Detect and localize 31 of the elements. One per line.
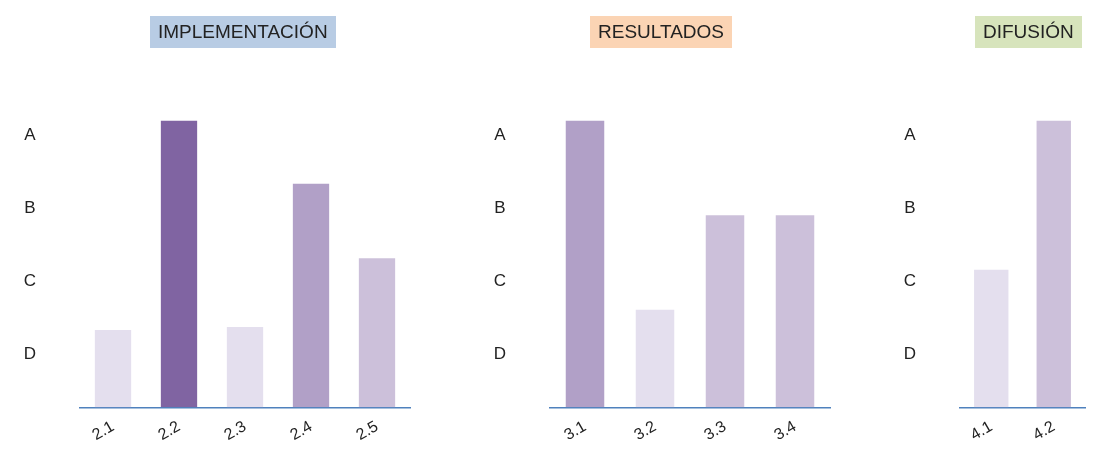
x-tick-label: 3.3 <box>700 417 729 444</box>
x-tick-label: 2.3 <box>220 417 249 444</box>
text: D <box>903 344 917 364</box>
x-tick-label: 3.1 <box>560 417 589 444</box>
text: C <box>493 271 507 291</box>
bar <box>292 183 330 408</box>
bar <box>94 329 132 408</box>
text: B <box>904 198 916 218</box>
x-tick-label: 2.5 <box>352 417 381 444</box>
x-tick-label: 2.2 <box>154 417 183 444</box>
x-tick-label: 3.2 <box>630 417 659 444</box>
x-tick-label: 3.4 <box>770 417 799 444</box>
text: B <box>494 198 506 218</box>
text: B <box>24 198 36 218</box>
text: C <box>23 271 37 291</box>
text: A <box>24 125 37 145</box>
x-tick-label: 4.1 <box>967 417 996 444</box>
text: A <box>904 125 917 145</box>
chart-title: RESULTADOS <box>590 16 732 48</box>
x-tick-label: 4.2 <box>1029 417 1058 444</box>
chart-title: IMPLEMENTACIÓN <box>150 16 336 48</box>
chart-title: DIFUSIÓN <box>975 16 1082 48</box>
bar <box>160 120 198 408</box>
text: D <box>493 344 507 364</box>
bar <box>226 327 264 408</box>
text: C <box>903 271 917 291</box>
x-tick-label: 2.4 <box>286 417 315 444</box>
x-tick-label: 2.1 <box>88 417 117 444</box>
text: A <box>494 125 507 145</box>
bar <box>358 258 396 408</box>
text: D <box>23 344 37 364</box>
